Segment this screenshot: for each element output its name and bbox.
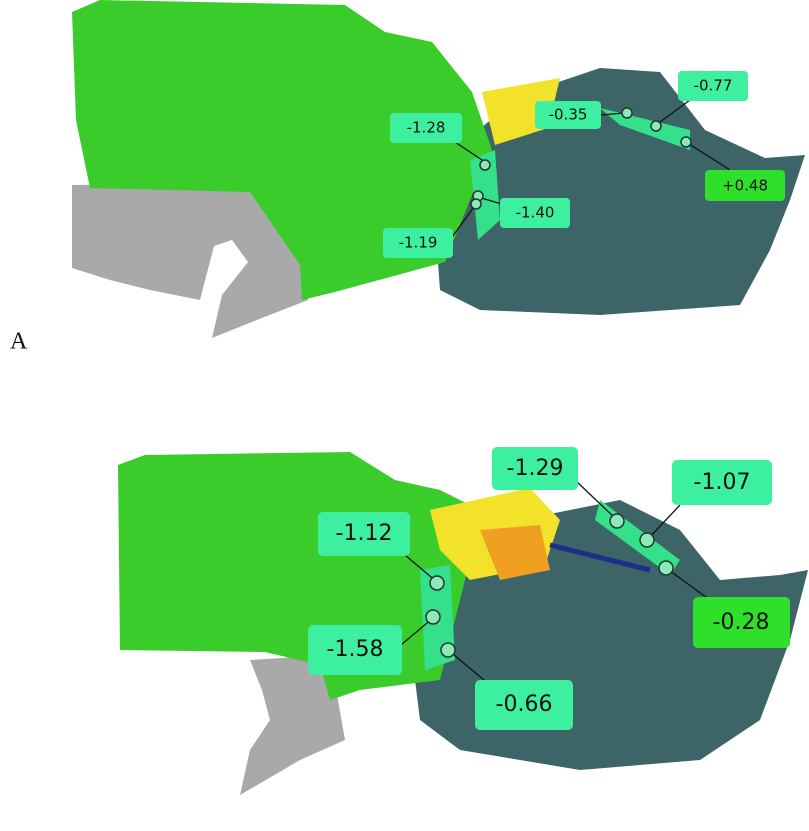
point <box>640 533 654 547</box>
point <box>681 137 691 147</box>
measurement: -0.77 <box>694 77 733 95</box>
point <box>430 576 444 590</box>
measurement: -1.12 <box>336 521 393 546</box>
measurement: -1.28 <box>407 119 446 137</box>
measurement: -0.28 <box>713 610 770 635</box>
point <box>441 643 455 657</box>
measurement: -1.58 <box>327 637 384 662</box>
point <box>471 199 481 209</box>
measurement: -1.07 <box>694 470 751 495</box>
measurement: -1.19 <box>399 234 438 252</box>
measurement: +0.48 <box>722 177 768 195</box>
measurement: -0.66 <box>496 692 553 717</box>
point <box>480 160 490 170</box>
panel-b: -1.29 -1.07 -1.12 -0.28 -1.58 -0.66 <box>118 447 808 795</box>
point <box>622 108 632 118</box>
point <box>426 610 440 624</box>
measurement: -1.29 <box>507 456 564 481</box>
measurement: -0.35 <box>549 106 588 124</box>
figure: -1.28 -0.35 -0.77 +0.48 -1.40 -1.19 A <box>0 0 809 831</box>
measurement: -1.40 <box>516 204 555 222</box>
point <box>651 121 661 131</box>
panel-label: A <box>10 329 28 355</box>
point <box>610 514 624 528</box>
panel-a: -1.28 -0.35 -0.77 +0.48 -1.40 -1.19 A <box>10 0 805 355</box>
point <box>659 561 673 575</box>
